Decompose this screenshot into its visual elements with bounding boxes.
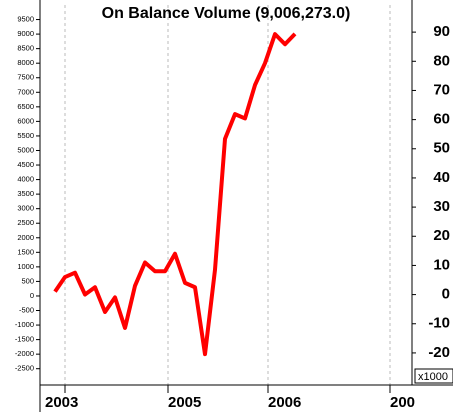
y-tick-label: 8000 bbox=[17, 58, 34, 67]
y-tick-label: 6500 bbox=[17, 102, 34, 111]
y2-tick-label: 90 bbox=[433, 23, 450, 40]
series-line bbox=[53, 32, 297, 357]
y2-tick-label: 70 bbox=[433, 81, 450, 98]
y-tick-label: -1000 bbox=[15, 320, 34, 329]
y-tick-label: 2000 bbox=[17, 233, 34, 242]
x-tick-label: 2006 bbox=[268, 394, 301, 411]
y-tick-label: 0 bbox=[30, 291, 34, 300]
y2-tick-label: 10 bbox=[433, 256, 450, 273]
y2-tick-label: 60 bbox=[433, 111, 450, 128]
y2-tick-label: -10 bbox=[428, 315, 450, 332]
y-tick-label: 7000 bbox=[17, 87, 34, 96]
y-tick-label: 6000 bbox=[17, 116, 34, 125]
x-tick-label: 2003 bbox=[45, 394, 78, 411]
chart-title: On Balance Volume (9,006,273.0) bbox=[102, 5, 351, 22]
y-tick-label: 5000 bbox=[17, 145, 34, 154]
y-tick-label: 3500 bbox=[17, 189, 34, 198]
y2-tick-label: 0 bbox=[442, 286, 450, 303]
x-tick-label: 200 bbox=[390, 394, 415, 411]
y2-tick-label: 80 bbox=[433, 52, 450, 69]
y-tick-label: 8500 bbox=[17, 44, 34, 53]
y-tick-label: -500 bbox=[19, 305, 34, 314]
y-tick-label: -1500 bbox=[15, 335, 34, 344]
unit-box bbox=[414, 368, 453, 384]
y-tick-label: 1500 bbox=[17, 247, 34, 256]
y-tick-label: 4500 bbox=[17, 160, 34, 169]
y2-tick-label: -20 bbox=[428, 344, 450, 361]
y-tick-label: -2500 bbox=[15, 364, 34, 373]
y-tick-label: 4000 bbox=[17, 175, 34, 184]
y-tick-label: 9000 bbox=[17, 29, 34, 38]
y-tick-label: 9500 bbox=[17, 15, 34, 24]
y2-tick-label: 50 bbox=[433, 140, 450, 157]
y-tick-label: 500 bbox=[21, 276, 34, 285]
unit-label: x1000 bbox=[418, 371, 448, 383]
x-tick-label: 2005 bbox=[168, 394, 201, 411]
y-tick-label: 7500 bbox=[17, 73, 34, 82]
y2-tick-label: 30 bbox=[433, 198, 450, 215]
y2-tick-label: 20 bbox=[433, 227, 450, 244]
y-tick-label: 2500 bbox=[17, 218, 34, 227]
y-tick-label: 5500 bbox=[17, 131, 34, 140]
y2-tick-label: 40 bbox=[433, 169, 450, 186]
y-tick-label: -2000 bbox=[15, 349, 34, 358]
y-tick-label: 1000 bbox=[17, 262, 34, 271]
y-tick-label: 3000 bbox=[17, 204, 34, 213]
